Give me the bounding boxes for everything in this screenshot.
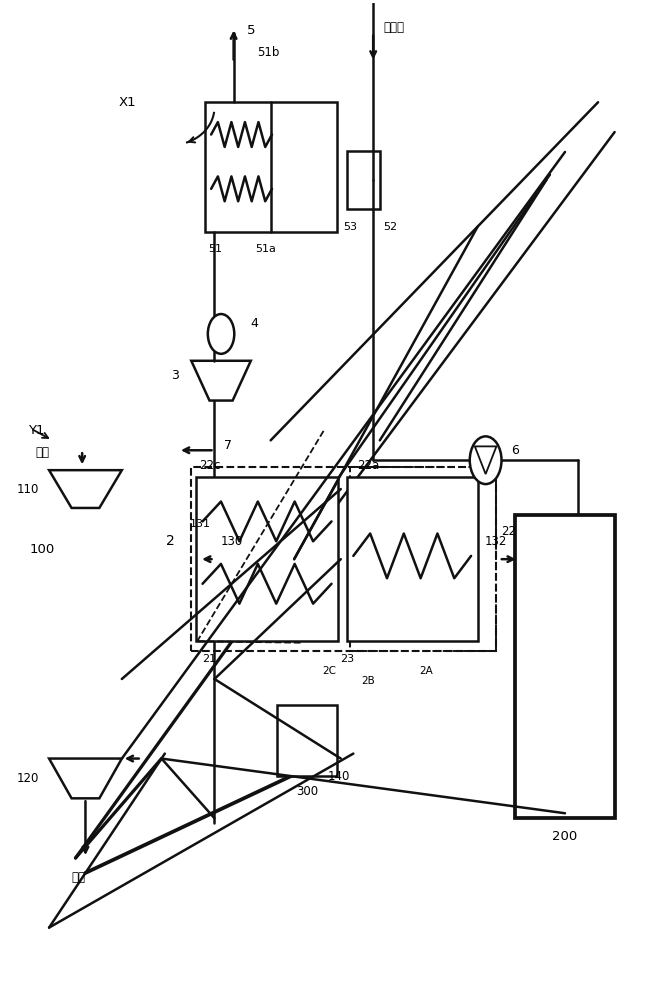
Text: 51a: 51a xyxy=(255,244,275,254)
Text: 22c: 22c xyxy=(199,459,221,472)
Text: 3: 3 xyxy=(171,369,179,382)
Text: 21: 21 xyxy=(203,654,217,664)
Text: 300: 300 xyxy=(296,785,318,798)
Text: 废气: 废气 xyxy=(72,871,86,884)
Text: 52: 52 xyxy=(383,222,398,232)
Polygon shape xyxy=(475,446,496,474)
Bar xyxy=(347,151,380,209)
Text: 131: 131 xyxy=(190,519,211,529)
Text: 2B: 2B xyxy=(362,676,376,686)
Text: 2A: 2A xyxy=(420,666,434,676)
Text: 130: 130 xyxy=(221,535,243,548)
Text: 2: 2 xyxy=(166,534,175,548)
Text: 110: 110 xyxy=(17,483,39,496)
Bar xyxy=(347,477,478,641)
Polygon shape xyxy=(191,361,251,401)
Text: 132: 132 xyxy=(484,535,507,548)
Text: 51b: 51b xyxy=(257,46,279,59)
Text: 空気: 空気 xyxy=(36,446,50,459)
Bar xyxy=(196,477,338,641)
Text: Y1: Y1 xyxy=(28,424,45,437)
Text: 120: 120 xyxy=(17,772,39,785)
Polygon shape xyxy=(49,470,122,508)
Polygon shape xyxy=(49,759,122,798)
Text: 22: 22 xyxy=(501,525,516,538)
Text: X1: X1 xyxy=(119,96,136,109)
Text: 100: 100 xyxy=(29,543,55,556)
Text: 53: 53 xyxy=(344,222,358,232)
Text: 5: 5 xyxy=(247,24,255,37)
Bar xyxy=(350,467,496,651)
Text: 140: 140 xyxy=(327,770,350,783)
Text: 200: 200 xyxy=(552,830,578,843)
Bar xyxy=(277,705,337,776)
Text: 23: 23 xyxy=(340,654,354,664)
Text: 4: 4 xyxy=(251,317,259,330)
Text: 51: 51 xyxy=(208,244,222,254)
Text: 22a: 22a xyxy=(357,459,379,472)
Text: 6: 6 xyxy=(512,444,520,457)
Bar xyxy=(516,515,614,818)
Text: 7: 7 xyxy=(224,439,232,452)
Circle shape xyxy=(470,436,502,484)
Text: 冷却水: 冷却水 xyxy=(383,21,404,34)
Circle shape xyxy=(208,314,234,354)
Bar xyxy=(205,102,337,232)
Bar xyxy=(191,467,496,651)
Text: 2C: 2C xyxy=(322,666,336,676)
